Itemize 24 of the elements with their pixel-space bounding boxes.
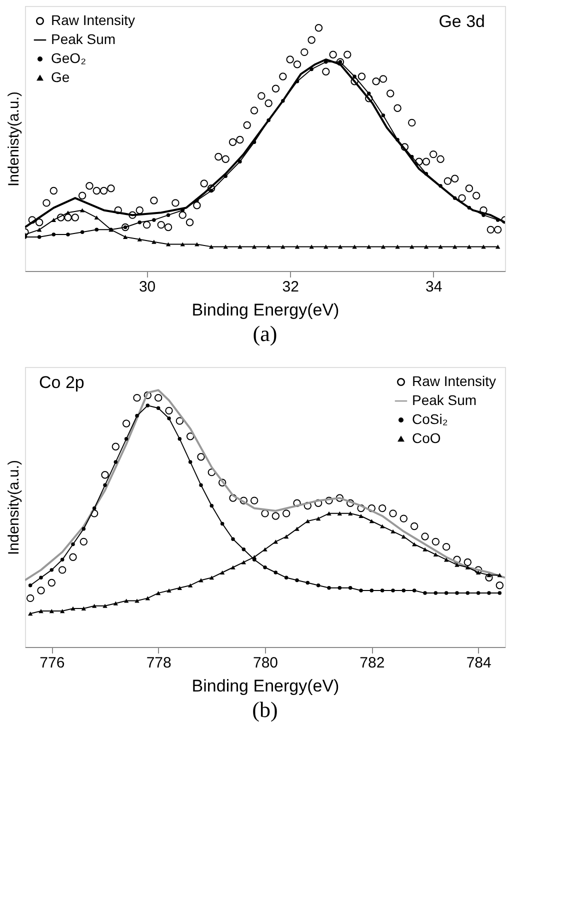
x-axis-title: Binding Energy(eV) <box>192 300 340 320</box>
legend-label: CoSi₂ <box>412 411 448 427</box>
annotation: Co 2p <box>39 373 84 392</box>
text: (a) <box>252 321 278 346</box>
annotation: Ge 3d <box>438 12 485 31</box>
x-tick-label: 778 <box>146 654 172 672</box>
x-tick-label: 782 <box>360 654 385 672</box>
x-axis-title: Binding Energy(eV) <box>192 676 340 696</box>
y-axis-title: Indensity(a.u.) <box>6 460 22 556</box>
legend-label: Raw Intensity <box>412 373 496 389</box>
legend-label: Peak Sum <box>51 31 116 47</box>
legend-label: Ge <box>51 69 70 85</box>
x-tick-label: 776 <box>40 654 65 672</box>
legend-label: CoO <box>412 430 441 446</box>
x-tick-label: 30 <box>138 278 156 296</box>
x-tick-label: 32 <box>282 278 299 296</box>
legend-label: GeO₂ <box>51 50 86 66</box>
text: (b) <box>252 697 278 722</box>
legend-label: Raw Intensity <box>51 12 136 28</box>
y-axis-title: Indenisty(a.u.) <box>6 91 22 187</box>
x-tick-label: 784 <box>466 654 492 672</box>
legend-label: Peak Sum <box>412 392 477 408</box>
x-tick-label: 780 <box>252 654 278 672</box>
x-tick-label: 34 <box>426 278 442 296</box>
